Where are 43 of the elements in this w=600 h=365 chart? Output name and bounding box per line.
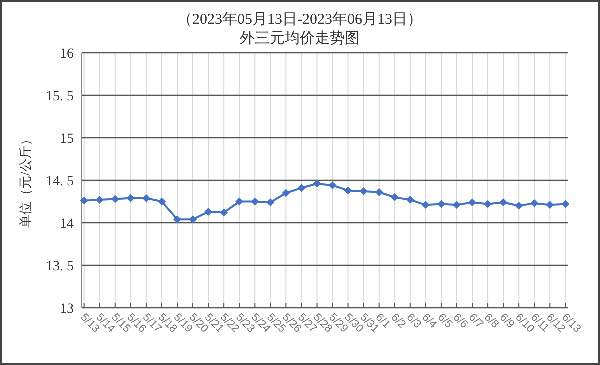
point [406,196,414,204]
point [126,194,135,202]
point [437,200,446,208]
point [80,196,88,205]
point [220,208,228,217]
point [530,199,539,208]
y-tick-label: 15. 5 [46,90,74,104]
point [173,216,182,224]
point [515,202,524,210]
point [189,216,198,224]
point [375,188,384,196]
y-axis-title: 单位（元/公斤） [18,133,33,228]
chart-title: （2023年05月13日-2023年06月13日） [178,11,422,28]
y-tick-label: 13. 5 [46,260,74,274]
point [500,198,508,207]
x-tick-label: 6/2 [388,312,408,331]
y-tick-label: 13 [60,302,74,317]
point [251,198,260,206]
point [158,198,166,206]
point [562,200,570,208]
point [484,200,492,208]
point [282,189,290,198]
chart-subtitle: 外三元均价走势图 [240,30,360,47]
point [468,198,477,207]
point [204,208,213,216]
point [111,195,120,204]
point [142,194,150,202]
point [298,184,306,192]
point [313,180,322,188]
y-tick-label: 14 [60,217,74,232]
point [236,198,244,206]
point [452,201,461,210]
y-tick-label: 16 [60,47,74,62]
point [96,196,104,204]
y-tick-label: 14. 5 [46,174,74,190]
point [422,201,430,210]
point [266,198,275,207]
y-tick-label: 15 [60,132,74,147]
point [390,194,399,202]
point [328,182,337,190]
point [344,186,352,195]
point [546,201,554,210]
point [360,188,368,196]
